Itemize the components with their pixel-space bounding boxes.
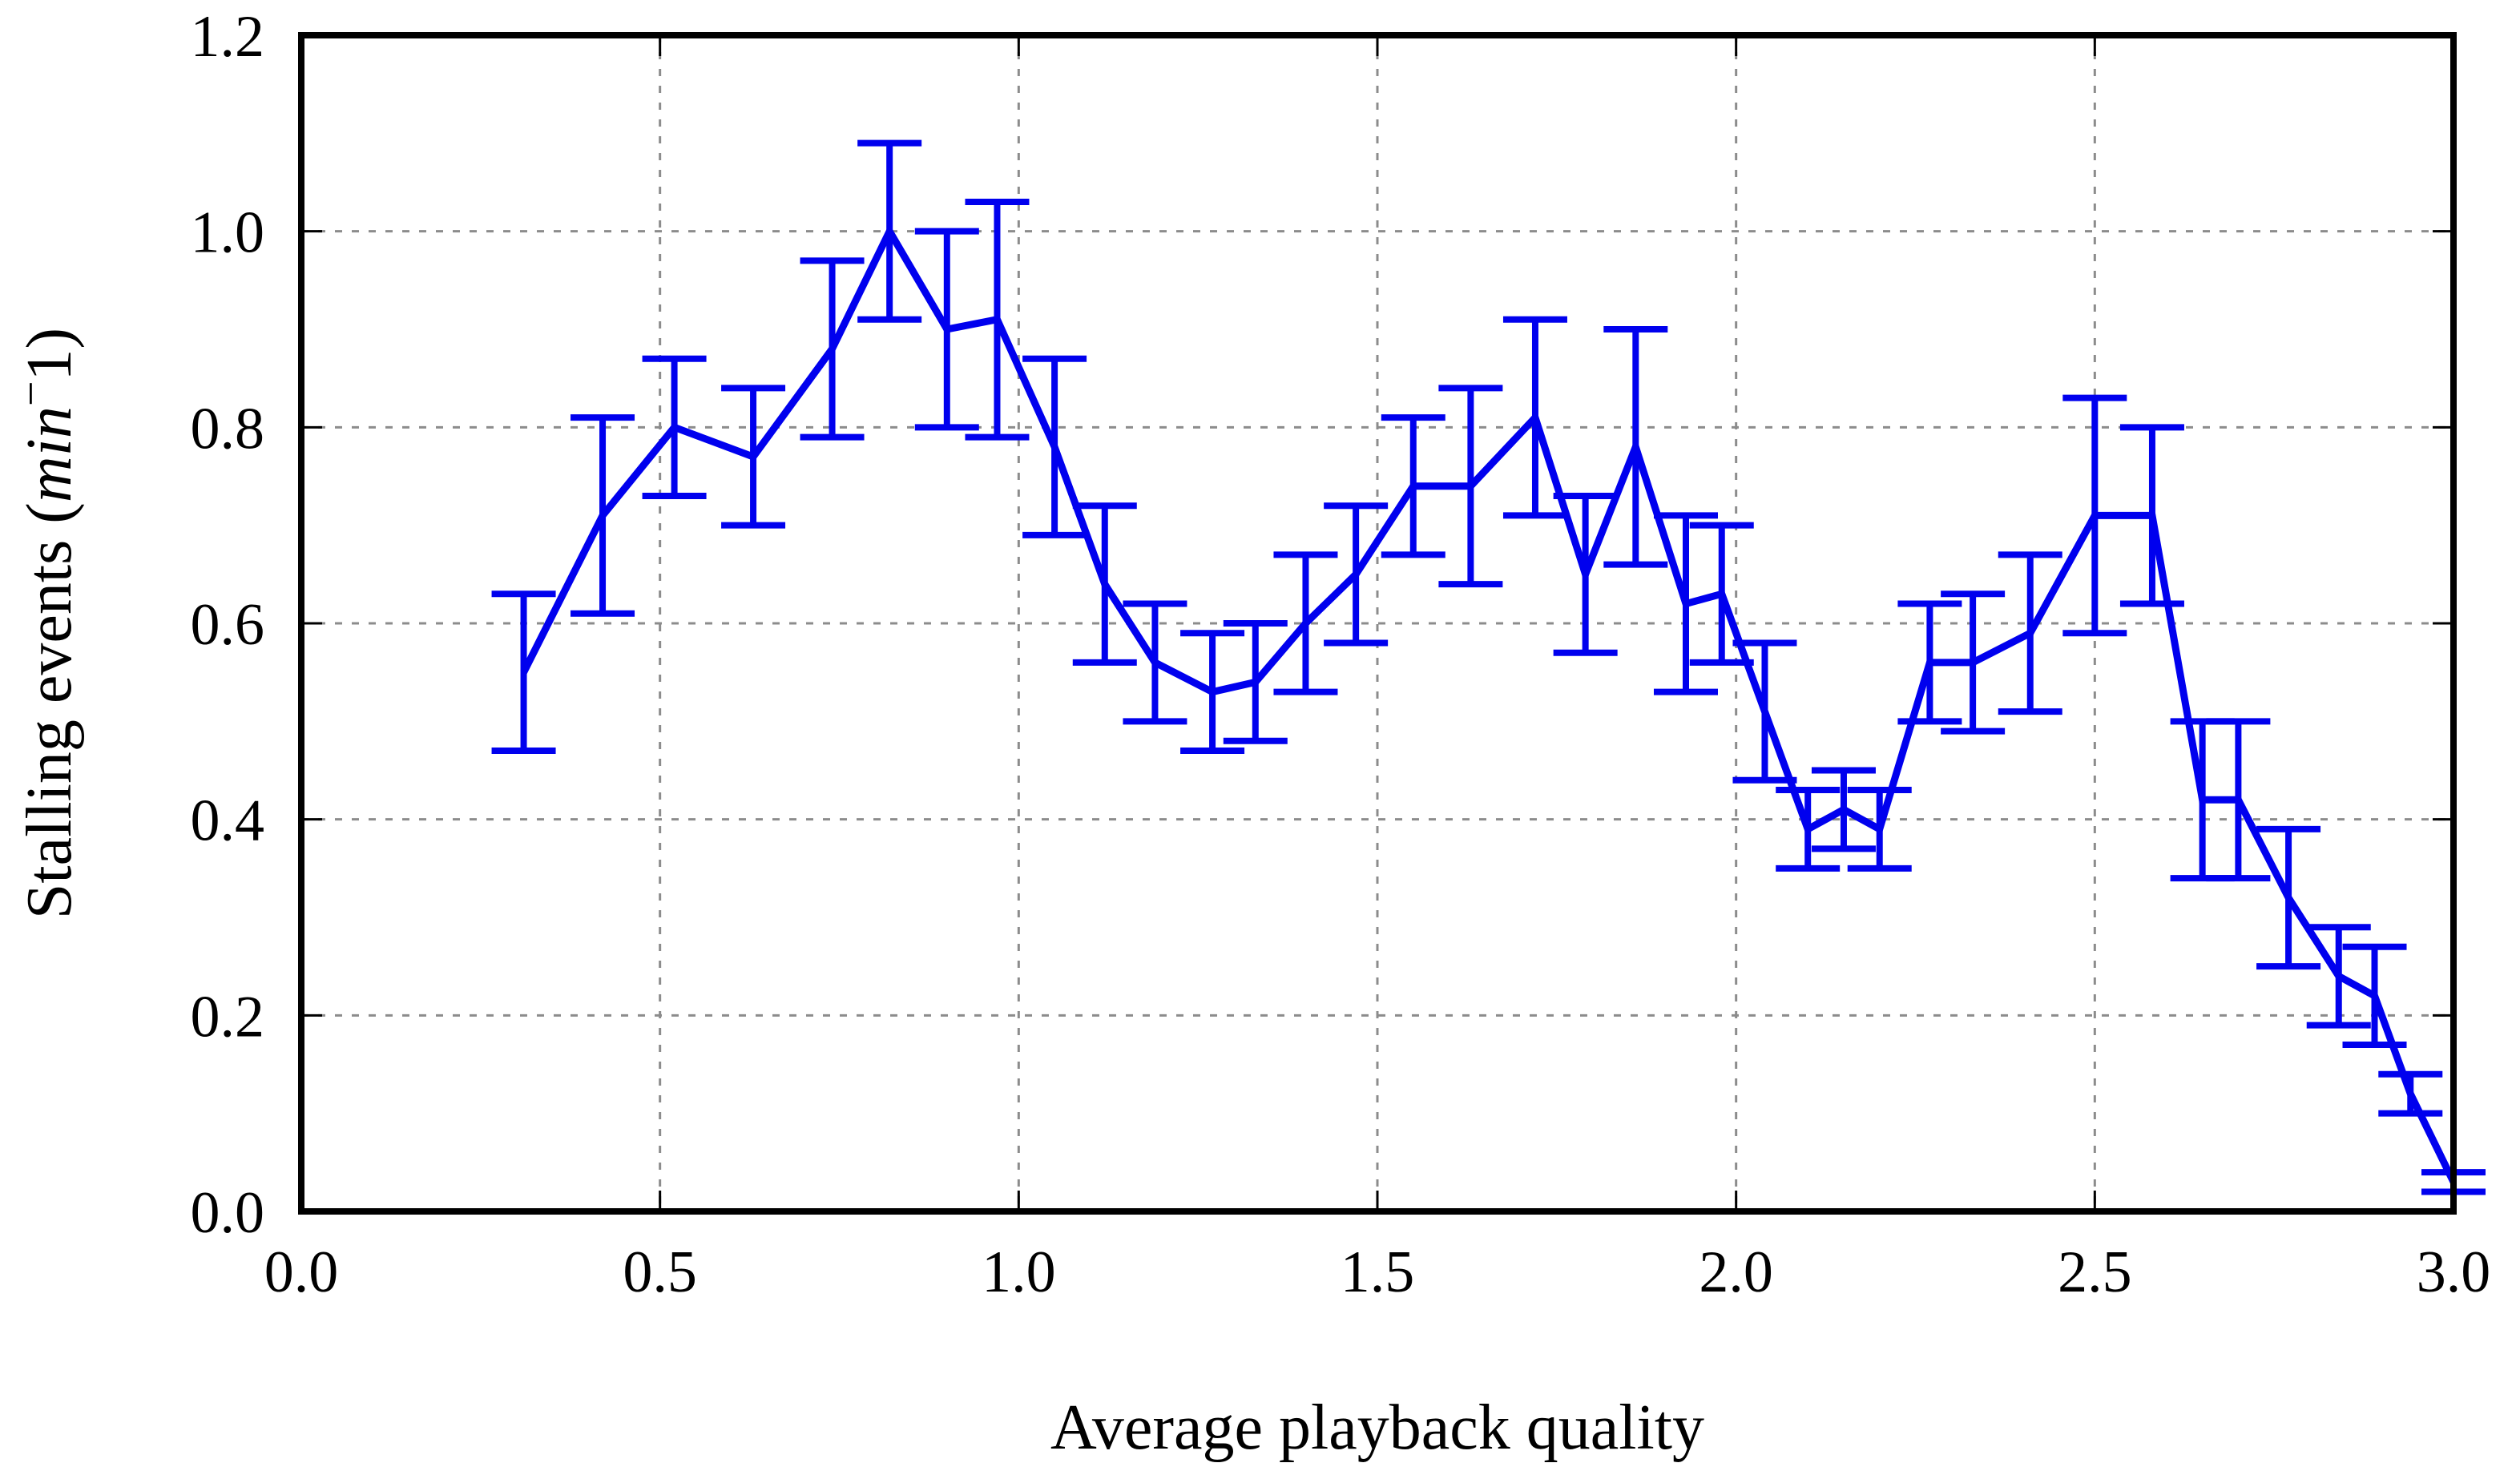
y-axis-label-unit: min [14, 406, 85, 502]
y-tick-label: 1.2 [191, 4, 265, 70]
x-tick-label: 1.0 [982, 1239, 1056, 1305]
x-tick-label: 0.0 [264, 1239, 339, 1305]
y-tick-label: 1.0 [191, 200, 265, 266]
x-tick-label: 2.0 [1699, 1239, 1773, 1305]
y-tick-label: 0.8 [191, 396, 265, 461]
y-axis-label-tail: 1) [14, 328, 85, 381]
y-axis-label: Stalling events (min−1) [6, 328, 85, 919]
series-line [520, 224, 2458, 1184]
y-axis-label-text: Stalling events ( [14, 502, 85, 919]
x-axis-label: Average playback quality [1050, 1392, 1704, 1463]
x-tick-label: 0.5 [623, 1239, 697, 1305]
x-tick-label: 2.5 [2058, 1239, 2132, 1305]
grid [301, 35, 2453, 1211]
y-tick-labels: 0.0 0.2 0.4 0.6 0.8 1.0 1.2 [191, 4, 265, 1246]
plot-frame [298, 32, 2457, 1215]
series-group [491, 139, 2486, 1195]
x-tick-labels: 0.0 0.5 1.0 1.5 2.0 2.5 3.0 [264, 1239, 2491, 1305]
y-tick-label: 0.0 [191, 1180, 265, 1246]
x-tick-label: 1.5 [1341, 1239, 1415, 1305]
y-tick-label: 0.4 [191, 788, 265, 854]
y-tick-label: 0.6 [191, 592, 265, 658]
y-tick-label: 0.2 [191, 984, 265, 1050]
x-tick-label: 3.0 [2417, 1239, 2491, 1305]
y-axis-label-exponent: − [6, 381, 56, 407]
